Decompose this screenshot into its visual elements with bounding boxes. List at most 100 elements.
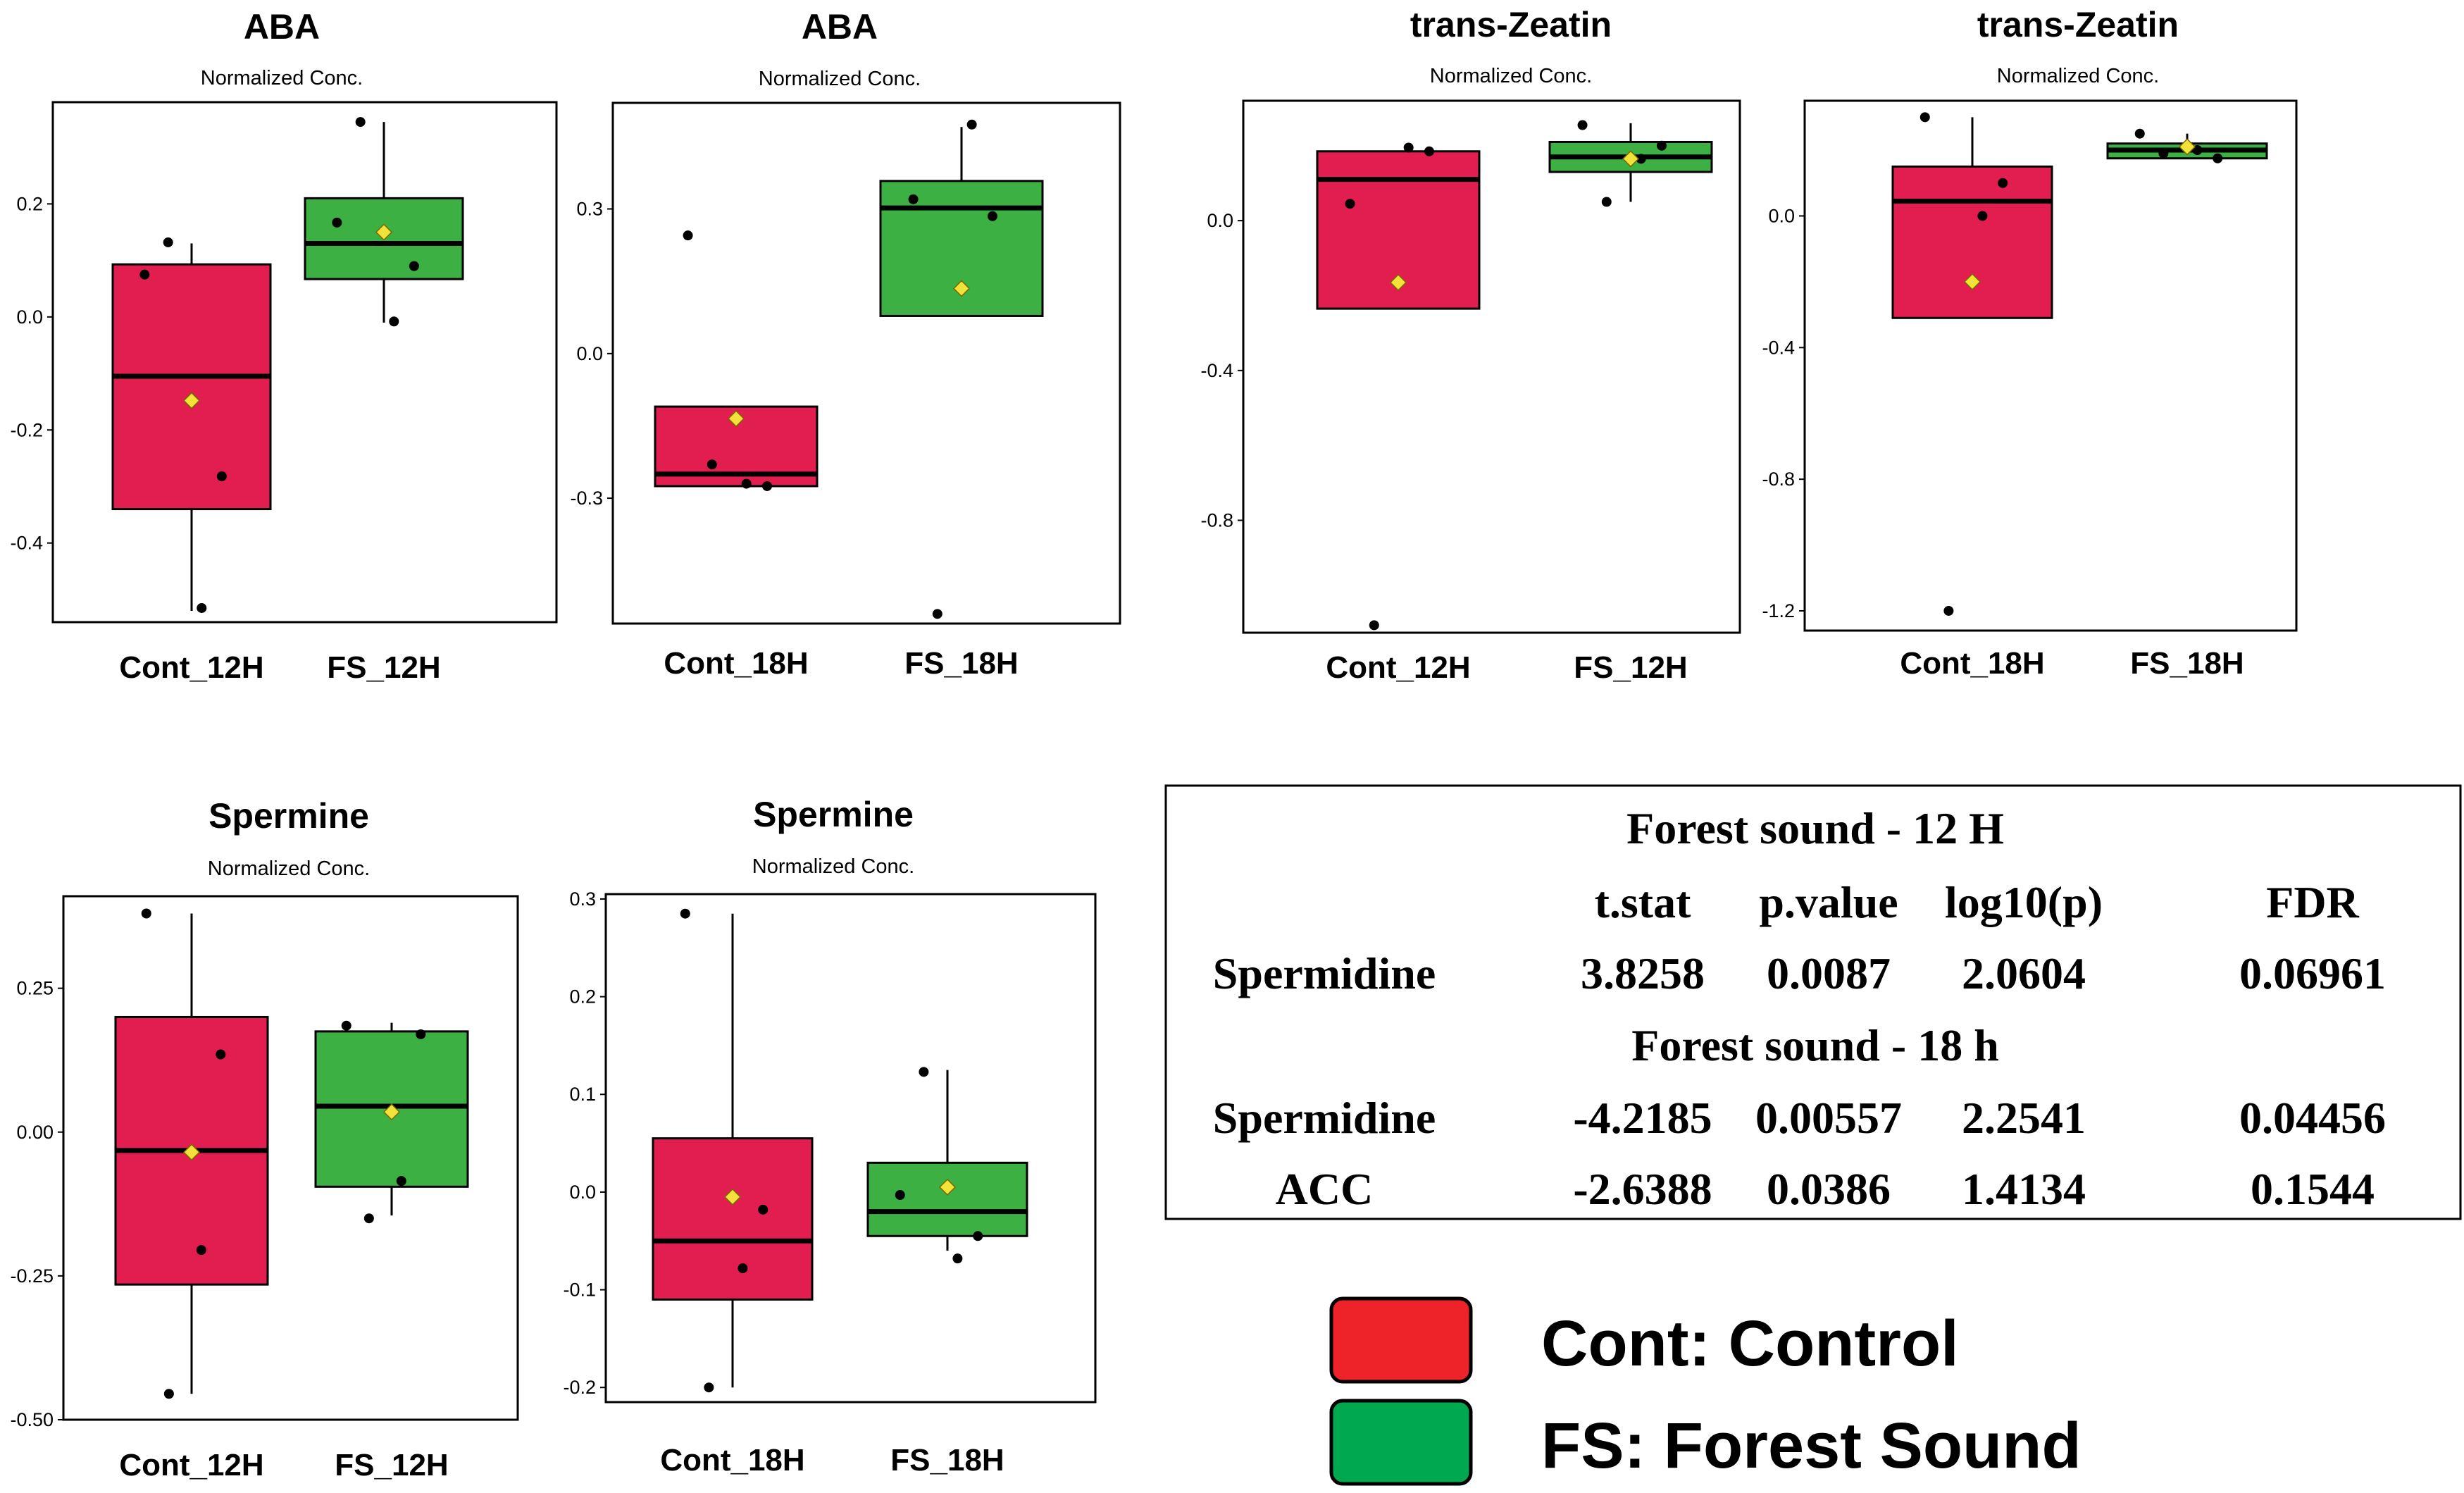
data-point: [163, 1389, 174, 1399]
y-tick-label: -0.2: [10, 419, 43, 440]
mean-marker: [723, 1188, 742, 1206]
data-point: [1656, 140, 1667, 151]
data-point: [355, 117, 366, 128]
legend-label: Cont: Control: [1541, 1308, 1959, 1380]
data-point: [683, 230, 693, 241]
x-tick-label: Cont_12H: [119, 650, 263, 685]
chart-title: ABA: [244, 7, 320, 47]
chart-spermine-12: Spermine Normalized Conc. 0.25 0.00 -0.25 -0.…: [10, 796, 519, 1482]
y-tick-label: 0.0: [569, 1182, 596, 1203]
table-header: p.value: [1759, 877, 1898, 927]
x-tick-label: Cont_18H: [1900, 646, 2044, 681]
data-point: [1403, 142, 1414, 153]
mean-marker: [952, 280, 971, 297]
x-tick-label: Cont_18H: [660, 1443, 804, 1477]
y-tick-label: 0.0: [576, 343, 603, 364]
data-point: [196, 1245, 206, 1256]
y-tick-label: -0.4: [1762, 337, 1795, 358]
chart-subtitle: Normalized Conc.: [1430, 65, 1592, 87]
legend-label: FS: Forest Sound: [1541, 1410, 2082, 1482]
legend-swatch: [1329, 1399, 1473, 1486]
legend: Cont: Control FS: Forest Sound: [1329, 1296, 2082, 1486]
table-header: FDR: [2266, 877, 2359, 927]
data-point: [2158, 148, 2169, 159]
box-fs: [866, 1161, 1028, 1237]
y-tick-label: 0.1: [569, 1084, 596, 1105]
chart-spermine-18: Spermine Normalized Conc. 0.3 0.2 0.1 0.0 -0.1…: [563, 795, 1097, 1477]
y-tick-label: -0.8: [1200, 509, 1233, 531]
data-point: [216, 471, 227, 482]
table-cell: 0.06961: [2239, 948, 2386, 998]
table-cell: 2.2541: [1962, 1093, 2086, 1143]
mean-marker: [2178, 138, 2196, 156]
chart-aba-12: ABA Normalized Conc. 0.2 0.0 -0.2 -0.4 Cont_12…: [10, 7, 558, 685]
chart-aba-18: ABA Normalized Conc. 0.3 0.0 -0.3 Cont_18H FS_…: [570, 7, 1121, 681]
mean-marker: [182, 1144, 201, 1161]
data-point: [1345, 199, 1355, 209]
table-section-title: Forest sound - 12 H: [1626, 803, 2004, 853]
y-tick-label: -0.2: [563, 1377, 596, 1398]
data-point: [973, 1231, 983, 1241]
x-tick-label: Cont_12H: [119, 1448, 263, 1482]
y-tick-label: -0.8: [1762, 469, 1795, 490]
x-tick-label: FS_18H: [904, 646, 1018, 681]
y-tick-label: 0.0: [1207, 210, 1233, 231]
data-point: [1919, 112, 1930, 123]
y-tick-label: -0.3: [570, 488, 603, 509]
mean-marker: [727, 410, 745, 428]
chart-title: Spermine: [209, 796, 369, 836]
table-cell: 3.8258: [1581, 948, 1705, 998]
table-header: t.stat: [1595, 877, 1692, 927]
data-point: [1636, 154, 1646, 164]
data-point: [1943, 605, 1954, 616]
chart-zeatin-18: trans-Zeatin Normalized Conc. 0.0 -0.4 -0.8 -…: [1762, 5, 2298, 681]
box-cont: [652, 1137, 814, 1301]
data-point: [895, 1190, 905, 1201]
plot-frame: [611, 101, 1121, 625]
data-point: [932, 609, 942, 619]
data-point: [908, 194, 919, 204]
table-section-title: Forest sound - 18 h: [1631, 1020, 1999, 1070]
table-cell: -2.6388: [1573, 1164, 1712, 1214]
chart-title: trans-Zeatin: [1410, 5, 1612, 44]
mean-marker: [375, 223, 393, 241]
chart-title: Spermine: [753, 795, 914, 834]
x-tick-label: Cont_18H: [664, 646, 808, 681]
mean-marker: [1622, 150, 1640, 168]
y-tick-label: -0.1: [563, 1280, 596, 1301]
table-row-name: ACC: [1276, 1164, 1374, 1214]
y-tick-label: 0.3: [576, 199, 603, 220]
data-point: [2134, 128, 2145, 139]
table-cell: 1.4134: [1962, 1164, 2086, 1214]
data-point: [1577, 120, 1588, 130]
data-point: [2192, 145, 2203, 156]
stats-table: Forest sound - 12 H t.stat p.value log10(p)…: [1164, 784, 2462, 1220]
mean-marker: [1389, 273, 1407, 291]
y-tick-label: 0.00: [16, 1122, 54, 1143]
table-cell: 0.0386: [1767, 1164, 1891, 1214]
x-tick-label: FS_18H: [890, 1443, 1004, 1477]
table-cell: 0.00557: [1755, 1093, 1902, 1143]
y-tick-label: -0.50: [10, 1409, 54, 1430]
y-tick-label: -0.4: [1200, 360, 1233, 381]
box-cont: [111, 263, 272, 511]
table-cell: 0.0087: [1767, 948, 1891, 998]
data-point: [139, 269, 150, 280]
data-point: [704, 1382, 714, 1393]
data-point: [1369, 620, 1379, 631]
data-point: [919, 1067, 929, 1077]
y-tick-label: 0.2: [16, 193, 43, 214]
table-cell: -4.2185: [1573, 1093, 1712, 1143]
y-tick-label: -0.4: [10, 533, 43, 554]
y-tick-label: 0.0: [16, 306, 43, 328]
table-cell: 0.1544: [2251, 1164, 2375, 1214]
chart-subtitle: Normalized Conc.: [201, 67, 363, 89]
box-cont: [1891, 165, 2053, 319]
mean-marker: [382, 1103, 401, 1121]
data-point: [141, 908, 151, 919]
data-point: [741, 478, 752, 489]
data-point: [680, 908, 690, 919]
table-header: log10(p): [1945, 877, 2103, 927]
chart-subtitle: Normalized Conc.: [759, 68, 921, 90]
